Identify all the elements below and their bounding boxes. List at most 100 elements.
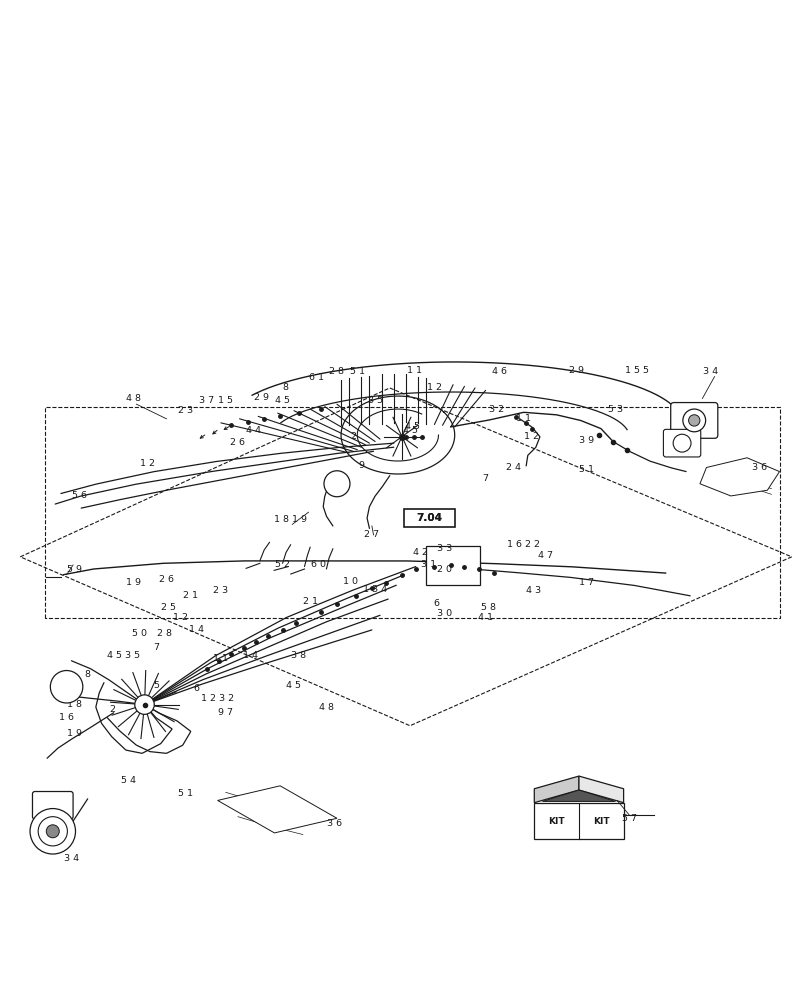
Text: 5 9: 5 9	[67, 565, 82, 574]
Text: 4 2: 4 2	[413, 548, 427, 557]
Text: 2 6: 2 6	[159, 575, 174, 584]
Text: 3 3: 3 3	[437, 544, 452, 553]
Text: 1 2 3 2: 1 2 3 2	[201, 694, 234, 703]
Text: 5 6: 5 6	[72, 491, 87, 500]
Text: 2 0: 2 0	[437, 565, 452, 574]
Polygon shape	[534, 803, 623, 839]
Text: KIT: KIT	[547, 817, 564, 826]
Text: 3 4: 3 4	[64, 854, 79, 863]
Text: 5 7: 5 7	[621, 814, 636, 823]
Text: 2 8: 2 8	[329, 367, 344, 376]
Text: 5 3: 5 3	[607, 405, 622, 414]
Text: 6: 6	[433, 599, 440, 608]
Text: 1 6: 1 6	[59, 713, 74, 722]
Text: 2: 2	[350, 432, 356, 441]
Text: 8: 8	[84, 670, 91, 679]
Text: 3 6: 3 6	[327, 819, 341, 828]
Text: 9 7: 9 7	[218, 708, 233, 717]
Text: 1 9: 1 9	[127, 578, 141, 587]
Text: 1 5 5: 1 5 5	[624, 366, 649, 375]
Text: 1 5: 1 5	[218, 396, 233, 405]
Text: 2 7: 2 7	[364, 530, 379, 539]
Circle shape	[46, 825, 59, 838]
Text: 1 2: 1 2	[140, 459, 155, 468]
Text: 4 3: 4 3	[526, 586, 540, 595]
Text: 3 4: 3 4	[678, 405, 693, 414]
Text: 2 9: 2 9	[569, 366, 583, 375]
Text: 4 8: 4 8	[127, 394, 141, 403]
FancyBboxPatch shape	[663, 429, 700, 457]
Text: 2 3: 2 3	[178, 406, 192, 415]
Polygon shape	[699, 458, 779, 496]
Text: 6 0: 6 0	[311, 560, 325, 569]
Text: 5 1: 5 1	[178, 789, 192, 798]
Text: 1 9: 1 9	[67, 729, 82, 738]
Text: 3 0: 3 0	[437, 609, 452, 618]
Text: 4 5 3 5: 4 5 3 5	[107, 651, 139, 660]
Polygon shape	[217, 786, 337, 833]
Text: 2 6: 2 6	[230, 438, 244, 447]
Text: 1 2: 1 2	[524, 432, 539, 441]
Circle shape	[30, 809, 75, 854]
Text: 1 1: 1 1	[516, 414, 530, 423]
Text: 1 2: 1 2	[427, 383, 441, 392]
Text: 7.04: 7.04	[416, 513, 442, 523]
Text: 7: 7	[152, 643, 159, 652]
FancyBboxPatch shape	[32, 792, 73, 819]
Circle shape	[688, 415, 699, 426]
Text: 5 4: 5 4	[121, 776, 135, 785]
Text: 1 8: 1 8	[67, 700, 82, 709]
FancyBboxPatch shape	[670, 403, 717, 438]
Text: 1 3 4: 1 3 4	[363, 585, 387, 594]
Text: 3 6: 3 6	[751, 463, 766, 472]
Text: 5 1: 5 1	[350, 367, 364, 376]
Text: 4 7: 4 7	[538, 551, 552, 560]
Text: 3 5: 3 5	[367, 396, 382, 405]
Circle shape	[324, 471, 350, 497]
Text: 4 8: 4 8	[319, 703, 333, 712]
Text: 3 2: 3 2	[489, 405, 504, 414]
Circle shape	[38, 817, 67, 846]
Text: 4 4: 4 4	[246, 426, 260, 435]
Text: 5: 5	[152, 681, 159, 690]
Text: 9: 9	[358, 461, 364, 470]
Text: 2 9: 2 9	[254, 393, 268, 402]
Text: 4 5: 4 5	[286, 681, 301, 690]
Text: 1 1: 1 1	[406, 366, 421, 375]
Text: 8: 8	[282, 383, 289, 392]
Text: 1 4: 1 4	[189, 625, 204, 634]
Circle shape	[672, 434, 690, 452]
Text: 5 2: 5 2	[275, 560, 290, 569]
Text: 3 9: 3 9	[578, 436, 593, 445]
Polygon shape	[578, 776, 623, 803]
Text: 2 4: 2 4	[505, 463, 520, 472]
Text: 2: 2	[109, 705, 115, 714]
Text: 5 1: 5 1	[578, 465, 593, 474]
Polygon shape	[534, 776, 578, 803]
Text: 1 2: 1 2	[173, 613, 187, 622]
Text: 4 5: 4 5	[275, 396, 290, 405]
Text: 1 0: 1 0	[343, 577, 358, 586]
Text: 5 0: 5 0	[132, 629, 147, 638]
Text: 2 1: 2 1	[183, 591, 198, 600]
Text: 1 1: 1 1	[213, 654, 228, 663]
FancyBboxPatch shape	[426, 546, 479, 585]
Text: 4 6: 4 6	[491, 367, 506, 376]
Text: 4 5: 4 5	[402, 426, 417, 435]
Polygon shape	[542, 790, 615, 801]
Text: 2 5: 2 5	[161, 603, 176, 612]
Text: 1 8 1 9: 1 8 1 9	[274, 515, 307, 524]
Text: 1 4: 1 4	[242, 651, 257, 660]
FancyBboxPatch shape	[404, 509, 454, 527]
Text: 2 8: 2 8	[157, 629, 171, 638]
Text: 7: 7	[482, 474, 488, 483]
Text: 4 1: 4 1	[478, 613, 492, 622]
Text: 6 1: 6 1	[309, 373, 324, 382]
Text: 6: 6	[193, 684, 200, 693]
Text: 3 1: 3 1	[421, 560, 436, 569]
Circle shape	[682, 409, 705, 432]
Circle shape	[135, 695, 154, 714]
Text: 2 1: 2 1	[303, 597, 317, 606]
Text: 1 6 2 2: 1 6 2 2	[507, 540, 539, 549]
Text: KIT: KIT	[592, 817, 609, 826]
